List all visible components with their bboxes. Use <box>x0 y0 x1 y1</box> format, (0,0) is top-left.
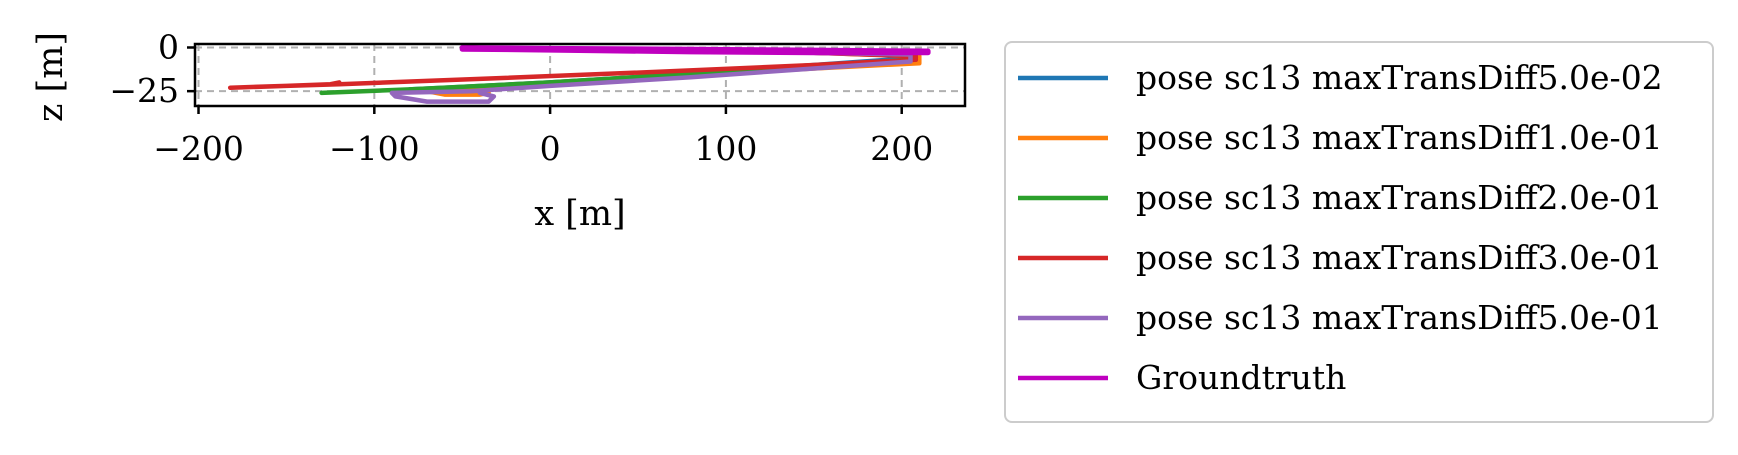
series-layer <box>227 45 931 104</box>
legend-item: Groundtruth <box>1018 358 1346 397</box>
series-line-6 <box>459 45 931 56</box>
y-axis-label: z [m] <box>31 32 71 122</box>
legend-label: pose sc13 maxTransDiff5.0e-01 <box>1136 298 1663 337</box>
x-tick-label: −200 <box>153 129 244 168</box>
legend-label: pose sc13 maxTransDiff3.0e-01 <box>1136 238 1663 277</box>
legend-label: Groundtruth <box>1136 358 1346 397</box>
plot-frame <box>193 42 967 108</box>
legend-label: pose sc13 maxTransDiff2.0e-01 <box>1136 178 1663 217</box>
legend-item: pose sc13 maxTransDiff5.0e-01 <box>1018 298 1663 337</box>
legend-box <box>1004 41 1714 423</box>
legend: pose sc13 maxTransDiff5.0e-02 pose sc13 m… <box>1004 41 1714 423</box>
x-tick-label: 100 <box>694 129 757 168</box>
legend-item: pose sc13 maxTransDiff1.0e-01 <box>1018 118 1663 157</box>
legend-item: pose sc13 maxTransDiff2.0e-01 <box>1018 178 1663 217</box>
x-tick-label: 200 <box>870 129 933 168</box>
y-tick-label: −25 <box>109 71 179 110</box>
x-tick-label: 0 <box>540 129 561 168</box>
legend-label: pose sc13 maxTransDiff1.0e-01 <box>1136 118 1663 157</box>
legend-item: pose sc13 maxTransDiff5.0e-02 <box>1018 58 1663 97</box>
x-tick-label: −100 <box>329 129 420 168</box>
legend-label: pose sc13 maxTransDiff5.0e-02 <box>1136 58 1663 97</box>
x-axis-label: x [m] <box>534 194 625 234</box>
tick-layer: −200 −100 0 100 200 0 −25 <box>109 27 933 168</box>
y-tick-label: 0 <box>158 27 179 66</box>
legend-item: pose sc13 maxTransDiff3.0e-01 <box>1018 238 1663 277</box>
